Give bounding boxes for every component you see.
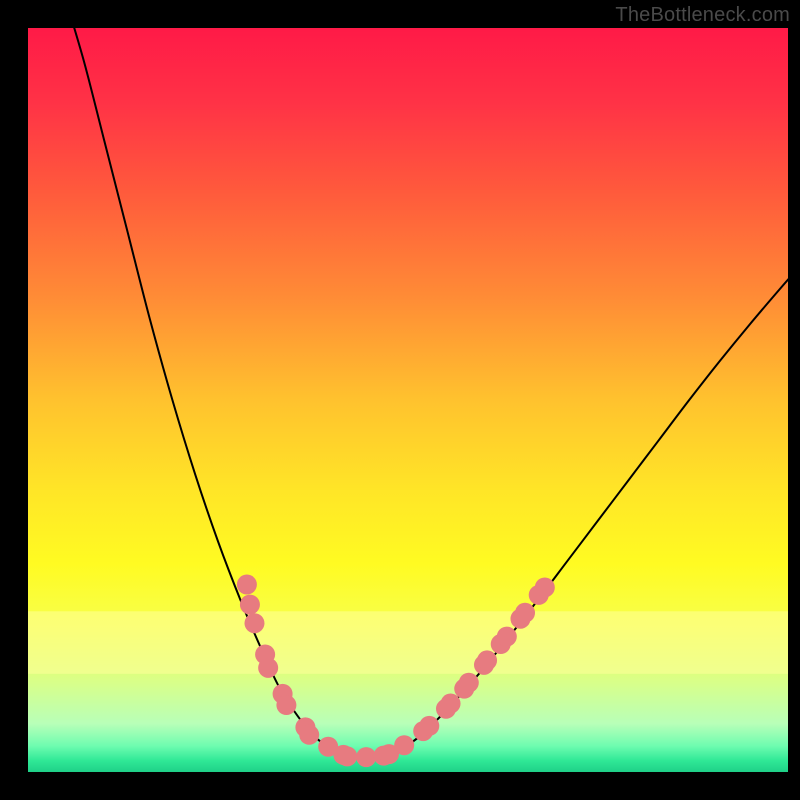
highlight-band [28,611,788,674]
data-marker [515,603,535,623]
data-marker [276,695,296,715]
data-marker [258,658,278,678]
data-marker [459,673,479,693]
data-marker [356,747,376,767]
plot-area [28,28,788,772]
data-marker [441,694,461,714]
data-marker [497,627,517,647]
watermark-text: TheBottleneck.com [615,4,790,27]
data-marker [244,613,264,633]
data-marker [419,716,439,736]
data-marker [477,650,497,670]
data-marker [394,735,414,755]
data-marker [299,725,319,745]
data-marker [237,575,257,595]
data-marker [240,595,260,615]
chart-svg [28,28,788,772]
data-marker [337,746,357,766]
data-marker [535,577,555,597]
